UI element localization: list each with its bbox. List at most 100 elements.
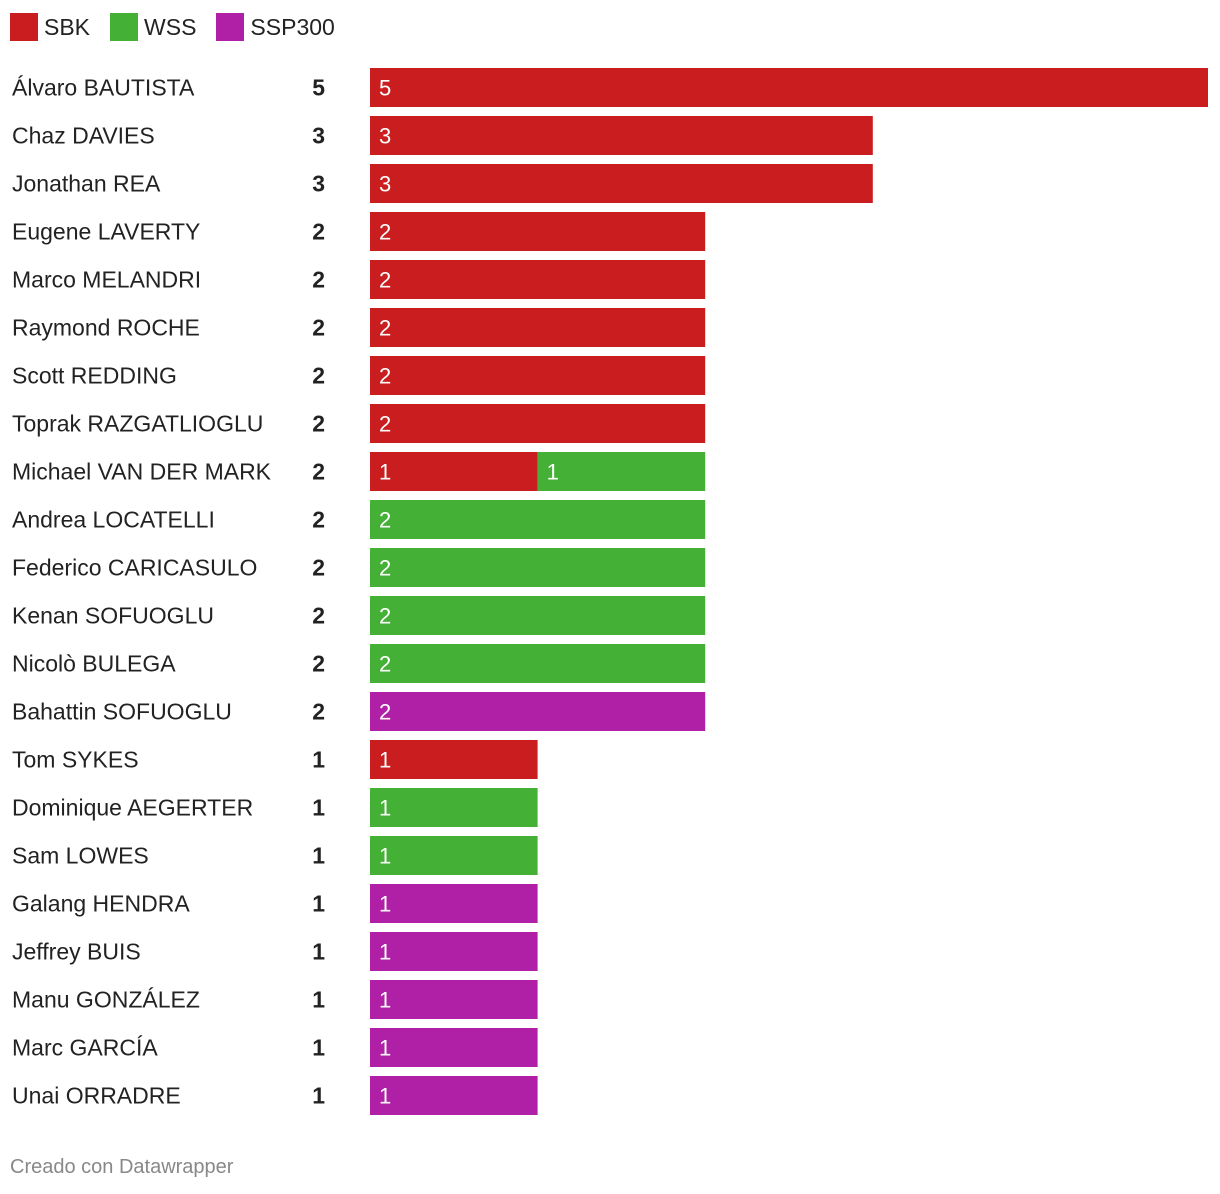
legend-label-ssp300: SSP300 (250, 13, 335, 40)
legend-label-wss: WSS (144, 13, 197, 40)
bar-segment-dominique-aegerter-wss (370, 788, 538, 827)
bar-segment-galang-hendra-ssp300 (370, 884, 538, 923)
legend-swatch-wss (110, 13, 139, 41)
bar-value-label-dominique-aegerter-wss: 1 (379, 796, 391, 821)
bar-segment-federico-caricasulo-wss (370, 548, 706, 587)
legend-swatch-sbk (10, 13, 38, 41)
row-label-galang-hendra: Galang HENDRA (12, 891, 190, 917)
row-label-toprak-razgatlioglu: Toprak RAZGATLIOGLU (12, 411, 263, 437)
bar-value-label-michael-van-der-mark-wss: 1 (547, 460, 559, 485)
bar-value-label-chaz-davies-sbk: 3 (379, 124, 391, 149)
row-total-marc-garcia: 1 (312, 1035, 325, 1061)
bar-segment-kenan-sofuoglu-wss (370, 596, 706, 635)
bar-row-alvaro-bautista: Álvaro BAUTISTA 5 5 (12, 68, 1208, 107)
row-label-raymond-roche: Raymond ROCHE (12, 315, 200, 341)
bar-segment-chaz-davies-sbk (370, 116, 873, 155)
row-label-scott-redding: Scott REDDING (12, 363, 177, 389)
row-total-michael-van-der-mark: 2 (312, 459, 325, 485)
row-label-jonathan-rea: Jonathan REA (12, 171, 161, 197)
bar-row-federico-caricasulo: Federico CARICASULO 2 2 (12, 548, 706, 587)
bar-value-label-jonathan-rea-sbk: 3 (379, 172, 391, 197)
row-label-manu-gonzalez: Manu GONZÁLEZ (12, 987, 200, 1013)
bar-row-kenan-sofuoglu: Kenan SOFUOGLU 2 2 (12, 596, 706, 635)
row-label-bahattin-sofuoglu: Bahattin SOFUOGLU (12, 699, 232, 725)
row-label-nicolo-bulega: Nicolò BULEGA (12, 651, 176, 677)
bar-segment-andrea-locatelli-wss (370, 500, 706, 539)
bar-row-chaz-davies: Chaz DAVIES 3 3 (12, 116, 873, 155)
bar-value-label-galang-hendra-ssp300: 1 (379, 892, 391, 917)
bar-segment-toprak-razgatlioglu-sbk (370, 404, 706, 443)
bar-segment-alvaro-bautista-sbk (370, 68, 1208, 107)
bar-row-scott-redding: Scott REDDING 2 2 (12, 356, 706, 395)
legend-item-sbk: SBK (10, 13, 90, 41)
row-label-dominique-aegerter: Dominique AEGERTER (12, 795, 253, 821)
row-total-nicolo-bulega: 2 (312, 651, 325, 677)
row-label-andrea-locatelli: Andrea LOCATELLI (12, 507, 215, 533)
bar-row-michael-van-der-mark: Michael VAN DER MARK 2 1 1 (12, 452, 706, 491)
bar-value-label-bahattin-sofuoglu-ssp300: 2 (379, 700, 391, 725)
credit-text: Creado con Datawrapper (10, 1156, 234, 1178)
bar-value-label-michael-van-der-mark-sbk: 1 (379, 460, 391, 485)
row-label-marco-melandri: Marco MELANDRI (12, 267, 201, 293)
bar-value-label-unai-orradre-ssp300: 1 (379, 1084, 391, 1109)
row-label-sam-lowes: Sam LOWES (12, 843, 149, 869)
bar-row-nicolo-bulega: Nicolò BULEGA 2 2 (12, 644, 706, 683)
row-total-unai-orradre: 1 (312, 1083, 325, 1109)
bar-value-label-toprak-razgatlioglu-sbk: 2 (379, 412, 391, 437)
bar-segment-jonathan-rea-sbk (370, 164, 873, 203)
bar-row-toprak-razgatlioglu: Toprak RAZGATLIOGLU 2 2 (12, 404, 706, 443)
row-label-tom-sykes: Tom SYKES (12, 747, 139, 773)
bar-row-marco-melandri: Marco MELANDRI 2 2 (12, 260, 706, 299)
bar-row-sam-lowes: Sam LOWES 1 1 (12, 836, 538, 875)
bar-segment-eugene-laverty-sbk (370, 212, 706, 251)
bar-value-label-manu-gonzalez-ssp300: 1 (379, 988, 391, 1013)
row-total-sam-lowes: 1 (312, 843, 325, 869)
bar-segment-manu-gonzalez-ssp300 (370, 980, 538, 1019)
bar-row-dominique-aegerter: Dominique AEGERTER 1 1 (12, 788, 538, 827)
bar-segment-marc-garcia-ssp300 (370, 1028, 538, 1067)
bar-value-label-nicolo-bulega-wss: 2 (379, 652, 391, 677)
bar-row-galang-hendra: Galang HENDRA 1 1 (12, 884, 538, 923)
bar-segment-marco-melandri-sbk (370, 260, 706, 299)
legend-item-ssp300: SSP300 (216, 13, 335, 41)
bar-segment-bahattin-sofuoglu-ssp300 (370, 692, 706, 731)
bar-value-label-tom-sykes-sbk: 1 (379, 748, 391, 773)
bar-segment-scott-redding-sbk (370, 356, 706, 395)
row-total-chaz-davies: 3 (312, 123, 325, 149)
bar-segment-raymond-roche-sbk (370, 308, 706, 347)
row-total-raymond-roche: 2 (312, 315, 325, 341)
row-label-marc-garcia: Marc GARCÍA (12, 1035, 158, 1061)
bar-segment-nicolo-bulega-wss (370, 644, 706, 683)
bar-row-marc-garcia: Marc GARCÍA 1 1 (12, 1028, 538, 1067)
row-label-jeffrey-buis: Jeffrey BUIS (12, 939, 141, 965)
row-label-alvaro-bautista: Álvaro BAUTISTA (12, 75, 195, 101)
bar-row-jonathan-rea: Jonathan REA 3 3 (12, 164, 873, 203)
bar-row-tom-sykes: Tom SYKES 1 1 (12, 740, 538, 779)
row-total-galang-hendra: 1 (312, 891, 325, 917)
bar-value-label-sam-lowes-wss: 1 (379, 844, 391, 869)
row-total-bahattin-sofuoglu: 2 (312, 699, 325, 725)
bar-row-unai-orradre: Unai ORRADRE 1 1 (12, 1076, 538, 1115)
bar-value-label-alvaro-bautista-sbk: 5 (379, 76, 391, 101)
bar-value-label-eugene-laverty-sbk: 2 (379, 220, 391, 245)
row-total-marco-melandri: 2 (312, 267, 325, 293)
bar-value-label-andrea-locatelli-wss: 2 (379, 508, 391, 533)
row-total-jeffrey-buis: 1 (312, 939, 325, 965)
row-total-kenan-sofuoglu: 2 (312, 603, 325, 629)
bar-row-manu-gonzalez: Manu GONZÁLEZ 1 1 (12, 980, 538, 1019)
bar-row-jeffrey-buis: Jeffrey BUIS 1 1 (12, 932, 538, 971)
row-label-chaz-davies: Chaz DAVIES (12, 123, 155, 149)
chart-legend: SBK WSS SSP300 (10, 12, 355, 42)
row-label-unai-orradre: Unai ORRADRE (12, 1083, 181, 1109)
row-total-tom-sykes: 1 (312, 747, 325, 773)
bar-segment-sam-lowes-wss (370, 836, 538, 875)
row-label-federico-caricasulo: Federico CARICASULO (12, 555, 257, 581)
row-total-andrea-locatelli: 2 (312, 507, 325, 533)
bar-row-bahattin-sofuoglu: Bahattin SOFUOGLU 2 2 (12, 692, 706, 731)
row-total-toprak-razgatlioglu: 2 (312, 411, 325, 437)
bar-segment-michael-van-der-mark-sbk (370, 452, 538, 491)
bar-value-label-raymond-roche-sbk: 2 (379, 316, 391, 341)
row-total-manu-gonzalez: 1 (312, 987, 325, 1013)
row-total-jonathan-rea: 3 (312, 171, 325, 197)
